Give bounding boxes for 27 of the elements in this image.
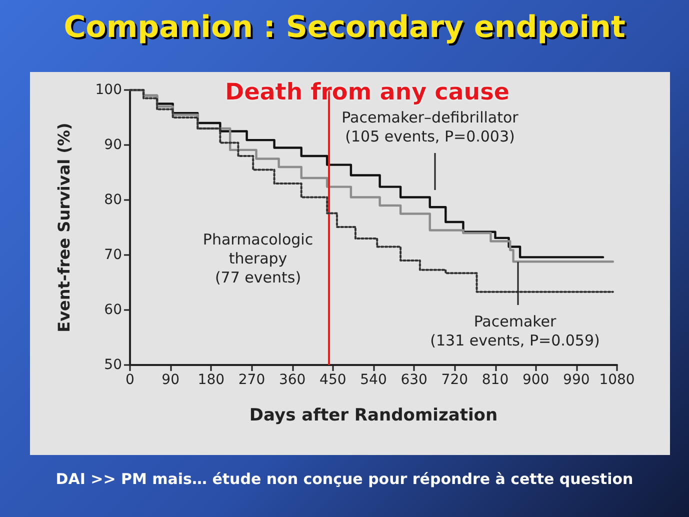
chart-subtitle: Death from any cause bbox=[225, 80, 510, 106]
x-tick-label: 810 bbox=[482, 372, 509, 388]
x-tick-label: 990 bbox=[563, 372, 590, 388]
x-tick-label: 180 bbox=[198, 372, 225, 388]
x-tick-label: 90 bbox=[162, 372, 180, 388]
y-tick-label: 90 bbox=[104, 137, 122, 153]
x-tick-label: 1080 bbox=[599, 372, 635, 388]
x-tick-label: 0 bbox=[126, 372, 134, 388]
y-tick-label: 100 bbox=[95, 82, 122, 98]
text: Pacemaker (131 events, P=0.059) bbox=[430, 312, 600, 350]
y-axis-title: Event-free Survival (%) bbox=[54, 122, 74, 332]
x-tick-label: 540 bbox=[360, 372, 387, 388]
chart-title: Companion : Secondary endpoint bbox=[62, 10, 626, 45]
y-tick-label: 60 bbox=[104, 302, 122, 318]
x-tick-label: 630 bbox=[400, 372, 428, 388]
x-tick-label: 720 bbox=[441, 372, 468, 388]
x-axis-title: Days after Randomization bbox=[249, 406, 498, 426]
y-tick-label: 50 bbox=[104, 357, 122, 373]
x-tick-label: 360 bbox=[278, 372, 306, 388]
series-label: Pacemaker–defibrillator (105 events, P=0.003) bbox=[342, 108, 520, 146]
series-label: Pharmacologic therapy (77 events) bbox=[202, 230, 314, 286]
x-tick-label: 270 bbox=[238, 372, 266, 388]
y-tick-label: 70 bbox=[104, 247, 122, 263]
x-tick-label: 900 bbox=[522, 372, 550, 388]
text: DAI >> PM mais… étude non conçue pour répondre à cette question bbox=[54, 470, 634, 488]
x-tick-label: 450 bbox=[320, 372, 346, 388]
y-tick-label: 80 bbox=[104, 192, 122, 208]
